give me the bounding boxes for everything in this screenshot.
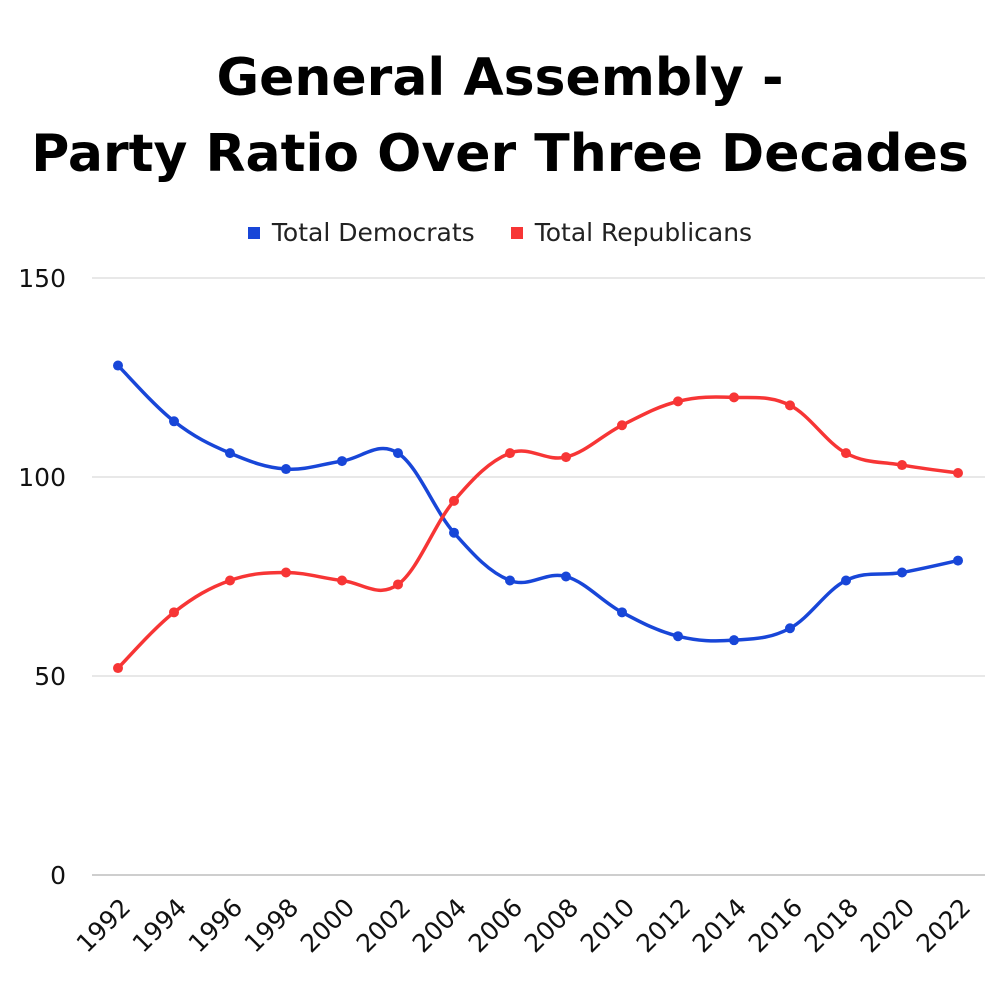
data-point — [561, 452, 571, 463]
x-tick-label: 2004 — [407, 893, 472, 958]
chart-title: General Assembly - Party Ratio Over Thre… — [0, 40, 1000, 192]
data-point — [841, 575, 851, 586]
x-tick-label: 2018 — [799, 893, 864, 958]
data-point — [561, 571, 571, 582]
x-tick-label: 1992 — [71, 893, 136, 958]
data-point — [897, 567, 907, 578]
data-point — [785, 400, 795, 411]
data-point — [393, 448, 403, 459]
x-tick-label: 1996 — [183, 893, 248, 958]
data-point — [729, 392, 739, 403]
data-point — [673, 631, 683, 642]
data-point — [169, 416, 179, 427]
x-tick-label: 2000 — [295, 893, 360, 958]
legend-swatch-democrats — [247, 226, 260, 239]
data-point — [505, 448, 515, 459]
chart-legend: Total Democrats Total Republicans — [0, 218, 1000, 247]
data-point — [953, 555, 963, 566]
x-tick-label: 2006 — [463, 893, 528, 958]
data-point — [841, 448, 851, 459]
data-point — [785, 623, 795, 634]
x-tick-label: 2008 — [519, 893, 584, 958]
legend-item-democrats[interactable]: Total Democrats — [247, 218, 475, 247]
data-point — [673, 396, 683, 407]
x-tick-label: 2012 — [631, 893, 696, 958]
data-point — [729, 635, 739, 646]
data-point — [337, 575, 347, 586]
series-line-0 — [116, 363, 960, 643]
data-point — [449, 527, 459, 538]
data-point — [225, 575, 235, 586]
legend-label-democrats: Total Democrats — [271, 218, 475, 247]
data-point — [617, 420, 627, 431]
data-point — [281, 464, 291, 475]
x-tick-label: 2014 — [687, 893, 752, 958]
data-point — [337, 456, 347, 467]
data-point — [225, 448, 235, 459]
y-tick-label: 150 — [18, 264, 66, 293]
data-point — [953, 468, 963, 479]
legend-label-republicans: Total Republicans — [534, 218, 753, 247]
legend-item-republicans[interactable]: Total Republicans — [510, 218, 753, 247]
data-point — [393, 579, 403, 590]
x-tick-label: 1998 — [239, 893, 304, 958]
x-tick-label: 2010 — [575, 893, 640, 958]
x-tick-label: 2016 — [743, 893, 808, 958]
chart-title-line-2: Party Ratio Over Three Decades — [31, 124, 969, 184]
y-tick-label: 100 — [18, 463, 66, 492]
x-tick-label: 2022 — [911, 893, 976, 958]
x-tick-label: 2020 — [855, 893, 920, 958]
series-line-1 — [116, 395, 960, 670]
data-point — [449, 495, 459, 506]
x-tick-label: 1994 — [127, 893, 192, 958]
x-tick-label: 2002 — [351, 893, 416, 958]
data-point — [897, 460, 907, 471]
data-point — [113, 360, 123, 371]
data-point — [281, 567, 291, 578]
data-point — [169, 607, 179, 618]
chart-title-line-1: General Assembly - — [216, 48, 784, 108]
y-tick-label: 0 — [50, 861, 66, 890]
data-point — [617, 607, 627, 618]
y-tick-label: 50 — [34, 662, 66, 691]
data-point — [113, 663, 123, 674]
data-point — [505, 575, 515, 586]
legend-swatch-republicans — [510, 226, 523, 239]
